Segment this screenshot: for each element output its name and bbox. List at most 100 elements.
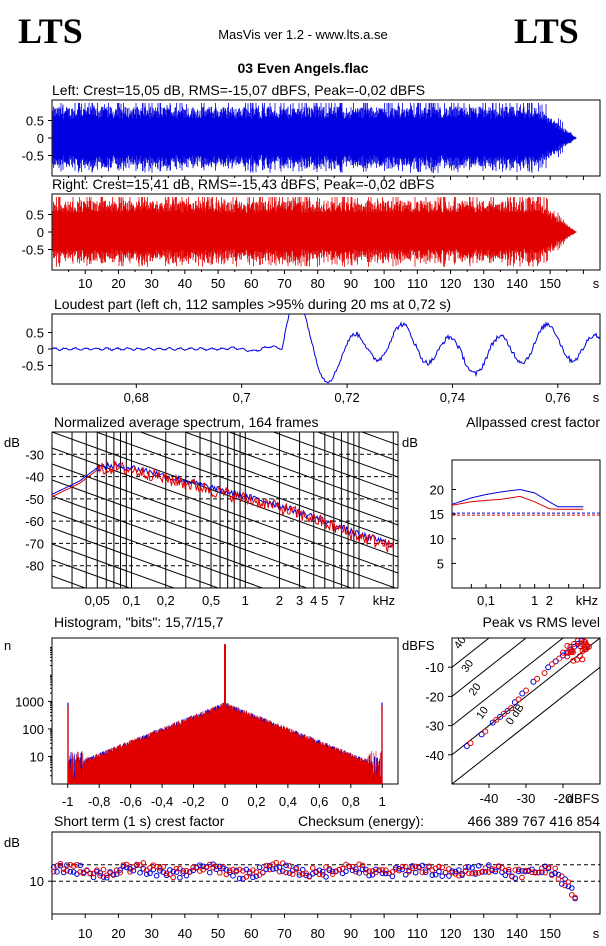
stc-left-point: [319, 868, 326, 875]
stc-left-point: [243, 866, 250, 873]
waveform-xtick-label: 120: [440, 276, 462, 291]
app-title: MasVis ver 1.2 - www.lts.a.se: [218, 27, 388, 42]
stc-right-point: [163, 870, 170, 877]
stc-right-point: [568, 892, 575, 898]
stc-xtick-label: 40: [178, 926, 192, 941]
stc-right-point: [545, 864, 552, 870]
stc-right-point: [266, 866, 273, 873]
stc-right-point: [50, 868, 57, 875]
spectrum-ytick-label: -40: [25, 470, 44, 485]
stc-right-point: [213, 863, 220, 870]
stc-left-point: [113, 871, 120, 877]
spectrum-slope-line: [227, 432, 398, 494]
stc-right-point: [203, 864, 210, 871]
right-waveform-ytick-label: -0.5: [22, 243, 44, 258]
stc-left-point: [190, 867, 196, 874]
stc-left-point: [177, 874, 183, 881]
stc-right-point: [323, 864, 329, 870]
stc-right-point: [422, 867, 429, 874]
stc-xtick-label: 30: [144, 926, 158, 941]
waveform-xtick-label: 70: [277, 276, 291, 291]
histogram-ylabel: n: [4, 638, 11, 653]
stc-left-point: [529, 866, 535, 873]
spectrum-slope-line: [271, 432, 398, 478]
stc-left-point: [559, 881, 565, 887]
loudest-signal: [52, 314, 600, 384]
stc-right-point: [359, 862, 366, 869]
crest-frame: [451, 459, 601, 589]
waveform-xtick-label: 100: [373, 276, 395, 291]
checksum-label: Checksum (energy):: [298, 813, 424, 829]
stc-right-point: [472, 869, 479, 876]
stc-left-point: [379, 870, 386, 877]
histogram-ytick-label: 10: [30, 749, 44, 764]
stc-right-point: [519, 874, 525, 881]
stc-left-point: [230, 873, 236, 879]
crest-xunit: kHz: [576, 593, 598, 608]
pvr-left-point: [519, 690, 526, 697]
stc-right-point: [110, 872, 117, 878]
stc-right-point: [416, 864, 422, 870]
stc-right-point: [283, 869, 289, 876]
stc-right-point: [376, 867, 382, 873]
logo-left: LTS: [18, 11, 83, 51]
pvr-diagonal: [452, 638, 564, 727]
pvr-right-point: [556, 655, 563, 662]
pvr-right-point: [574, 656, 581, 663]
loudest-xtick-label: 0,76: [545, 390, 570, 405]
stc-right-point: [406, 868, 412, 875]
stc-left-point: [399, 866, 406, 873]
crest-ytick-label: 20: [430, 483, 444, 498]
stc-right-point: [286, 863, 293, 869]
stc-left-point: [562, 876, 568, 882]
stc-left-point: [373, 866, 379, 873]
stc-left-point: [452, 868, 459, 875]
pvr-right-point: [570, 657, 577, 664]
stc-left-point: [273, 865, 279, 872]
pvr-left-point: [489, 719, 496, 726]
stc-right-point: [193, 865, 200, 871]
stc-right-point: [462, 864, 469, 871]
logo-right: LTS: [514, 11, 579, 51]
pvr-right-point: [523, 687, 529, 694]
stc-left-point: [140, 865, 147, 872]
stc-left-point: [469, 865, 475, 871]
stc-right-point: [293, 866, 299, 872]
stc-left-point: [153, 872, 160, 879]
stc-left-point: [236, 875, 243, 882]
stc-left-point: [104, 874, 110, 881]
waveform-xtick-label: 150: [539, 276, 561, 291]
stc-right-point: [276, 868, 283, 875]
stc-right-point: [535, 869, 542, 876]
stc-left-point: [137, 870, 143, 876]
stc-left-point: [422, 869, 429, 876]
stc-left-point: [266, 862, 273, 869]
spectrum-right-line: [52, 461, 394, 553]
stc-right-point: [70, 863, 77, 869]
pvr-right-point: [467, 740, 474, 747]
stc-right-point: [216, 870, 223, 876]
spectrum-ylabel: dB: [4, 435, 20, 450]
stc-right-point: [273, 859, 279, 866]
spectrum-ytick-label: -30: [25, 447, 44, 462]
waveform-xtick-label: 90: [344, 276, 358, 291]
stc-right-point: [559, 873, 565, 879]
pvr-left-point: [504, 708, 511, 714]
stc-left-point: [515, 868, 522, 875]
stc-left-point: [568, 885, 575, 891]
pvr-left-point: [560, 652, 566, 659]
stc-right-point: [240, 868, 246, 874]
pvr-right-point: [585, 643, 592, 650]
stc-right-point: [442, 869, 449, 876]
stc-left-point: [253, 873, 260, 879]
stc-left-point: [412, 869, 419, 876]
stc-left-point: [283, 862, 289, 869]
pvr-right-point: [515, 696, 522, 703]
stc-right-point: [459, 871, 465, 877]
stc-right-point: [529, 869, 535, 876]
spectrum-xunit: kHz: [373, 593, 395, 608]
pvr-ytick-label: -10: [425, 660, 444, 675]
stc-left-point: [123, 864, 130, 871]
spectrum-slope-line: [52, 304, 398, 429]
spectrum-ytick-label: -60: [25, 514, 44, 529]
